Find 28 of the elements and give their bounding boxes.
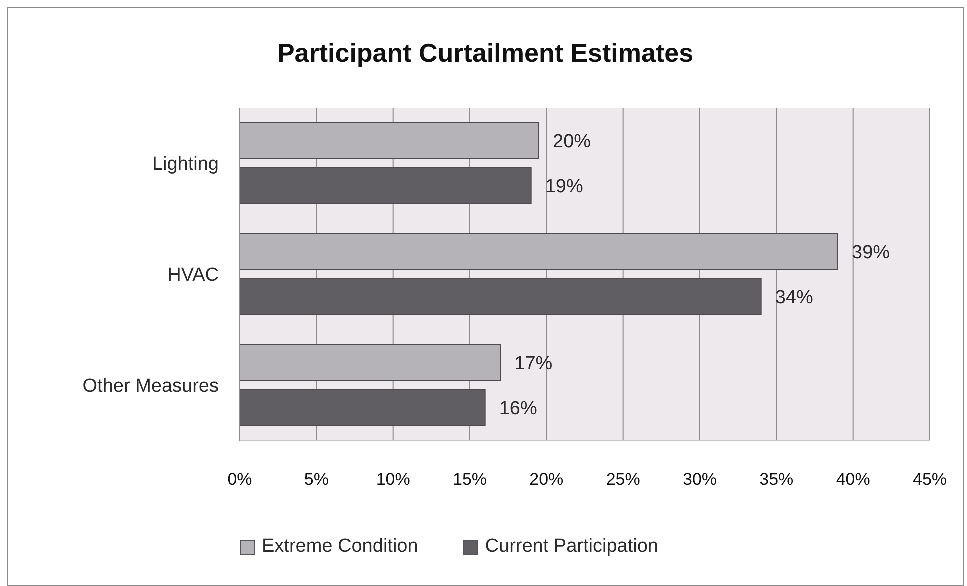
x-tick-label: 5%	[304, 470, 329, 490]
bar	[240, 168, 532, 204]
bar	[240, 234, 838, 270]
legend-label: Extreme Condition	[262, 536, 418, 558]
x-tick-label: 15%	[452, 470, 488, 490]
data-label: 39%	[852, 242, 890, 264]
x-tick-label: 25%	[606, 470, 640, 490]
x-tick-label: 30%	[682, 470, 718, 490]
y-tick-label: Other Measures	[82, 376, 219, 398]
y-tick-label: HVAC	[168, 265, 219, 286]
x-tick-label: 45%	[912, 470, 948, 490]
bar	[240, 344, 502, 382]
data-label: 16%	[499, 398, 538, 420]
x-tick-label: 40%	[836, 470, 870, 490]
x-tick-label: 20%	[530, 470, 564, 490]
data-label: 34%	[775, 288, 814, 309]
bar	[240, 390, 486, 426]
y-tick-label: Lighting	[152, 154, 219, 176]
x-tick-label: 35%	[760, 470, 794, 490]
bar	[240, 278, 762, 316]
bar	[240, 122, 540, 160]
x-tick-label: 0%	[228, 470, 252, 490]
legend-label: Current Participation	[485, 536, 658, 558]
data-label: 17%	[514, 354, 553, 375]
chart-title: Participant Curtailment Estimates	[276, 38, 695, 69]
data-label: 20%	[553, 132, 592, 153]
data-label: 19%	[545, 176, 584, 198]
x-tick-label: 10%	[376, 470, 410, 490]
